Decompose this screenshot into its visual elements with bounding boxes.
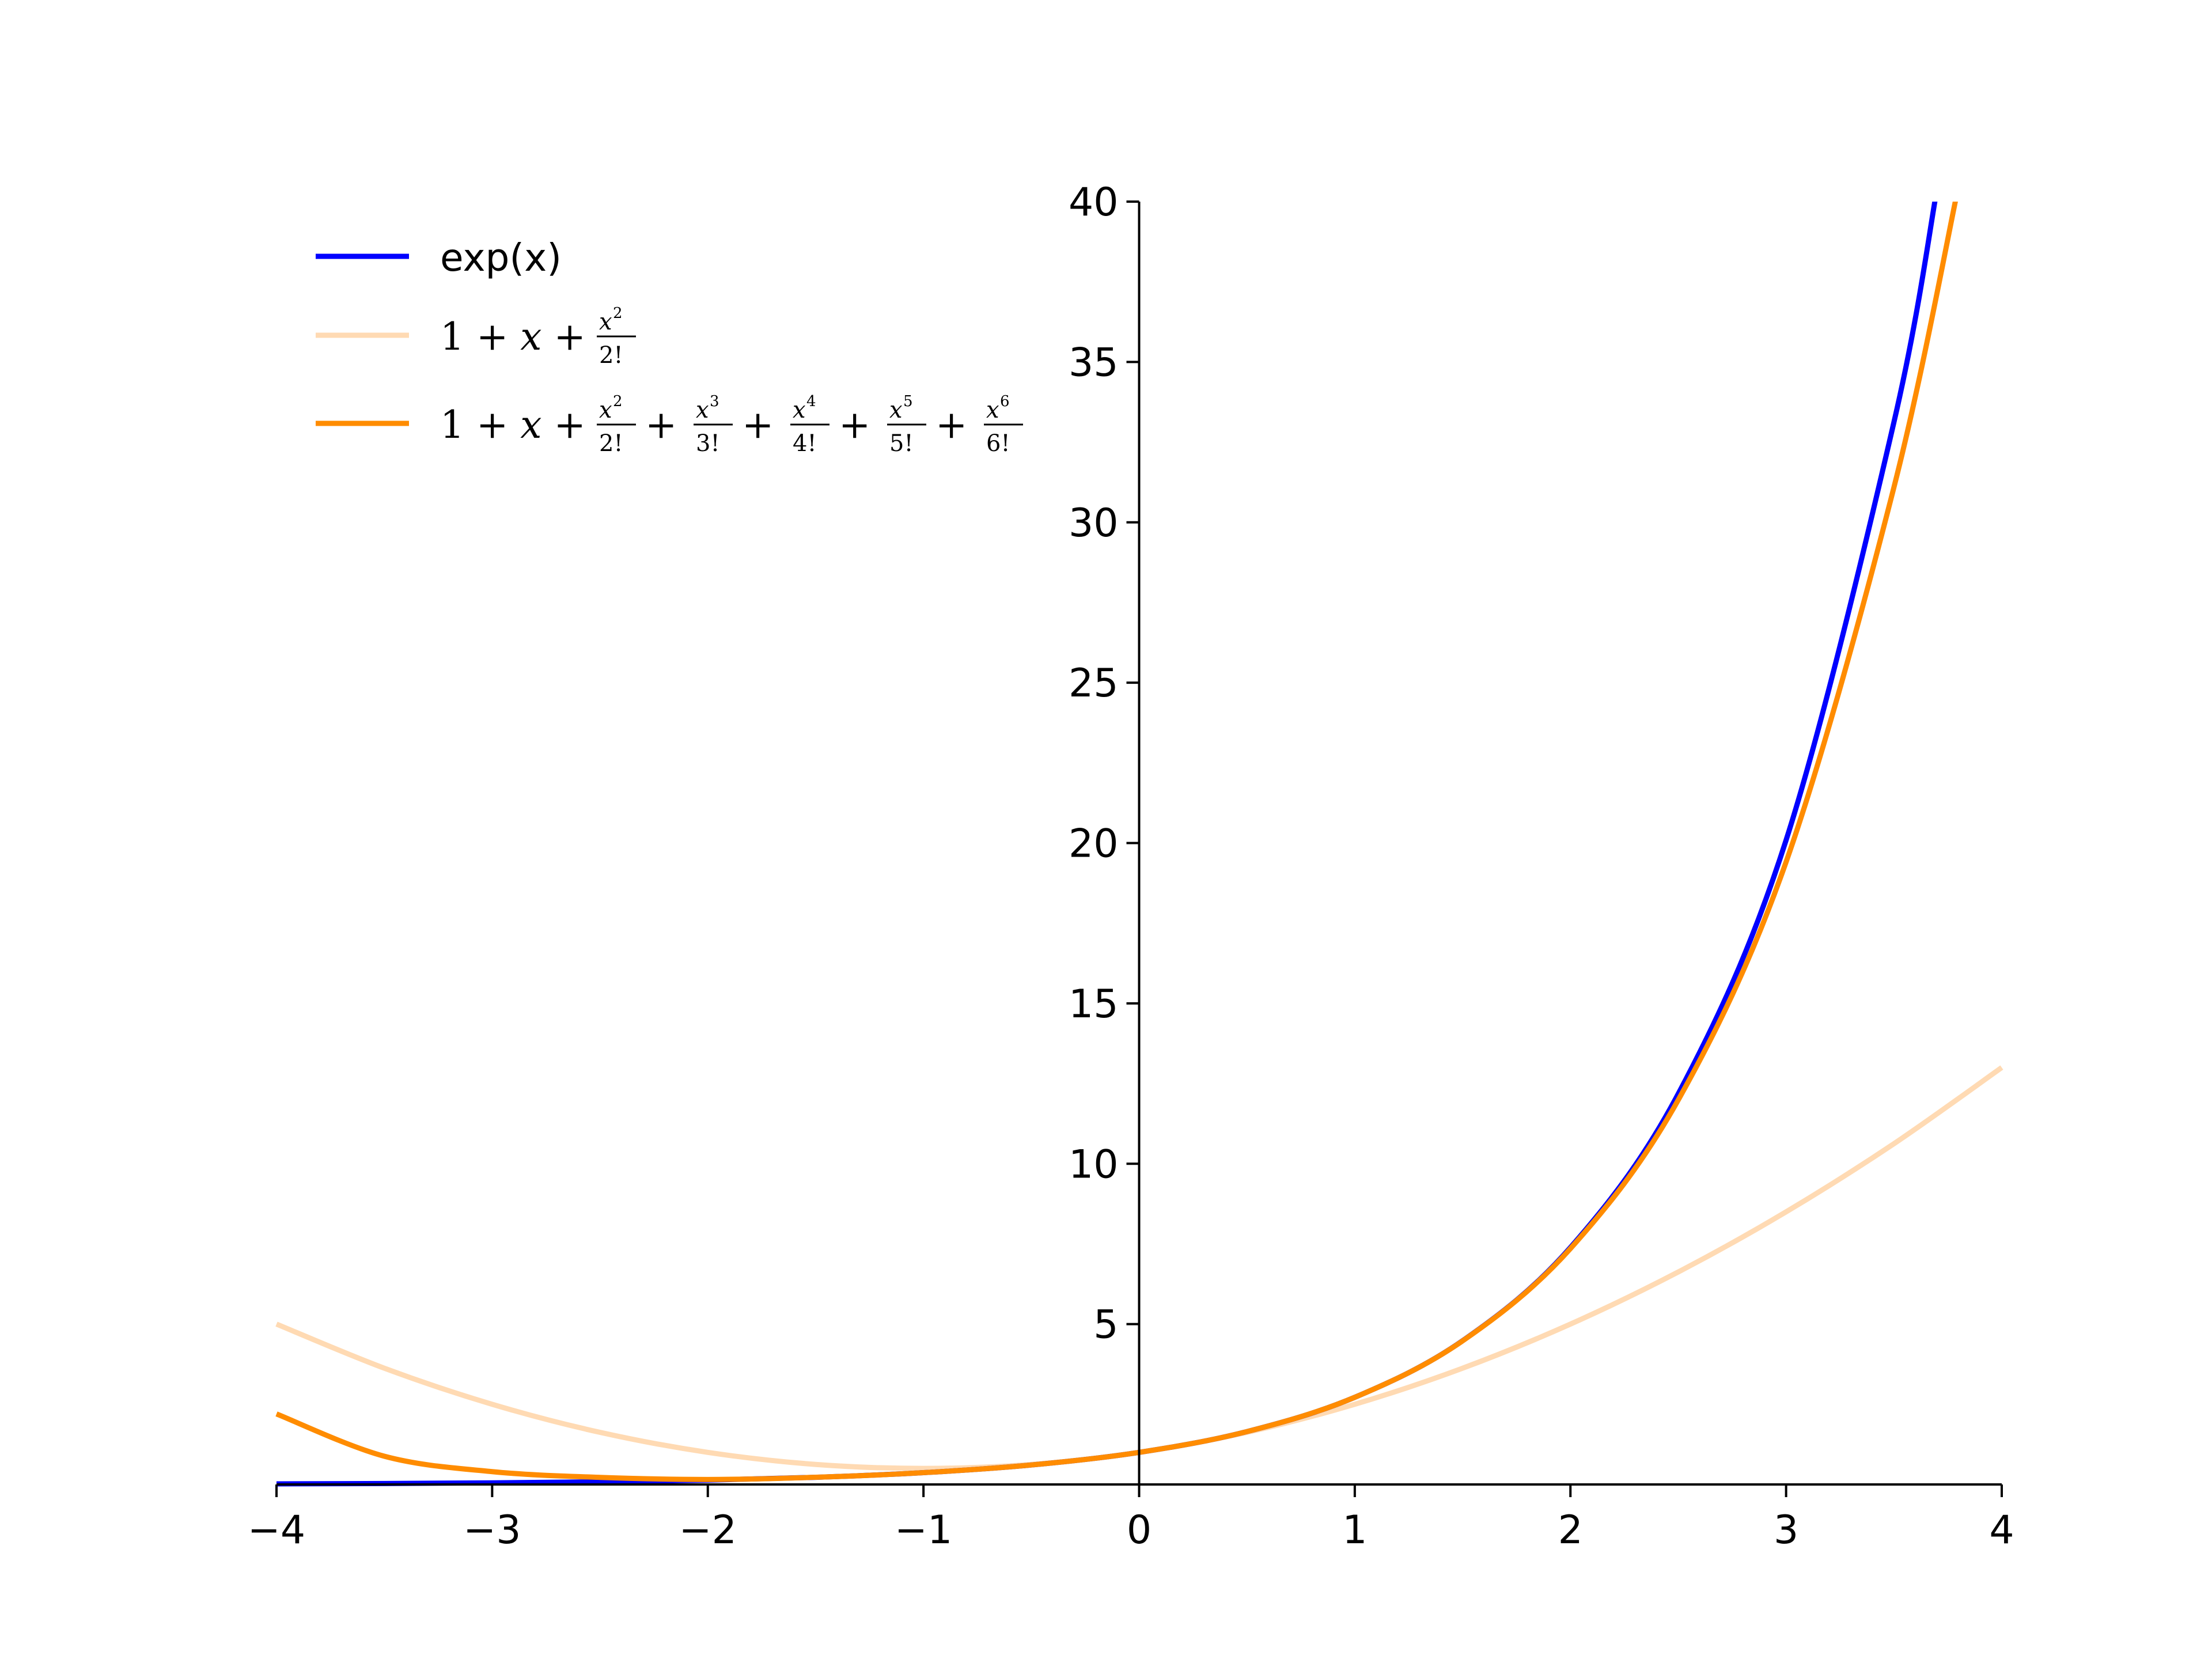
svg-text:6: 6 — [1000, 393, 1010, 410]
plot-curves — [275, 202, 2003, 1487]
y-tick-label: 40 — [1069, 180, 1119, 225]
svg-text:5: 5 — [903, 393, 913, 410]
x-tick-label: 4 — [1989, 1508, 2014, 1553]
svg-text:2!: 2! — [599, 342, 623, 369]
y-tick-label: 10 — [1069, 1142, 1119, 1187]
legend-label-taylor-2: 1 + x + — [440, 315, 586, 359]
legend-item-taylor-2: 1 + x + x 2 2! — [316, 305, 636, 369]
y-tick-label: 35 — [1069, 340, 1119, 385]
svg-text:+: + — [645, 403, 677, 447]
y-ticks: 5 10 15 20 25 30 35 40 — [1069, 180, 1139, 1348]
svg-text:3: 3 — [710, 393, 719, 410]
y-tick-label: 30 — [1069, 501, 1119, 546]
legend-label-taylor-6: 1 + x + — [440, 403, 586, 447]
fraction-x4: x 4 4! — [790, 393, 830, 457]
x-tick-label: 3 — [1774, 1508, 1798, 1553]
fraction-x5: x 5 5! — [887, 393, 926, 457]
svg-text:x: x — [986, 397, 999, 423]
x-ticks: −4 −3 −2 −1 0 1 2 3 4 — [248, 1484, 2014, 1553]
legend-label-exp: exp(x) — [440, 236, 562, 280]
x-tick-label: 0 — [1127, 1508, 1152, 1553]
x-tick-label: −4 — [248, 1508, 305, 1553]
svg-text:4: 4 — [806, 393, 816, 410]
svg-text:2: 2 — [613, 305, 623, 322]
svg-text:6!: 6! — [986, 430, 1010, 457]
x-tick-label: −3 — [463, 1508, 521, 1553]
svg-text:2!: 2! — [599, 430, 623, 457]
svg-text:3!: 3! — [696, 430, 720, 457]
y-tick-label: 5 — [1093, 1302, 1118, 1348]
legend-item-exp: exp(x) — [316, 236, 562, 280]
fraction-x3: x 3 3! — [694, 393, 733, 457]
svg-text:x: x — [696, 397, 709, 423]
svg-text:x: x — [599, 397, 612, 423]
x-tick-label: −2 — [679, 1508, 737, 1553]
svg-text:5!: 5! — [889, 430, 914, 457]
fraction-x2: x 2 2! — [597, 393, 636, 457]
svg-text:4!: 4! — [793, 430, 817, 457]
svg-text:x: x — [793, 397, 806, 423]
svg-text:+: + — [742, 403, 774, 447]
legend: exp(x) 1 + x + x 2 2! 1 + x + x 2 — [316, 236, 1023, 457]
svg-text:+: + — [839, 403, 870, 447]
y-tick-label: 25 — [1069, 661, 1119, 706]
x-tick-label: 2 — [1558, 1508, 1583, 1553]
fraction-x6: x 6 6! — [984, 393, 1023, 457]
svg-text:+: + — [935, 403, 967, 447]
svg-text:x: x — [599, 309, 612, 335]
svg-text:2: 2 — [613, 393, 623, 410]
series-line-2 — [275, 202, 1958, 1482]
y-tick-label: 15 — [1069, 982, 1119, 1027]
svg-text:x: x — [889, 397, 903, 423]
x-tick-label: −1 — [895, 1508, 952, 1553]
fraction-x2-over-2fact: x 2 2! — [597, 305, 636, 369]
x-tick-label: 1 — [1342, 1508, 1367, 1553]
legend-item-taylor-6: 1 + x + x 2 2! + x 3 3! + x 4 4! — [316, 393, 1023, 457]
y-tick-label: 20 — [1069, 821, 1119, 867]
